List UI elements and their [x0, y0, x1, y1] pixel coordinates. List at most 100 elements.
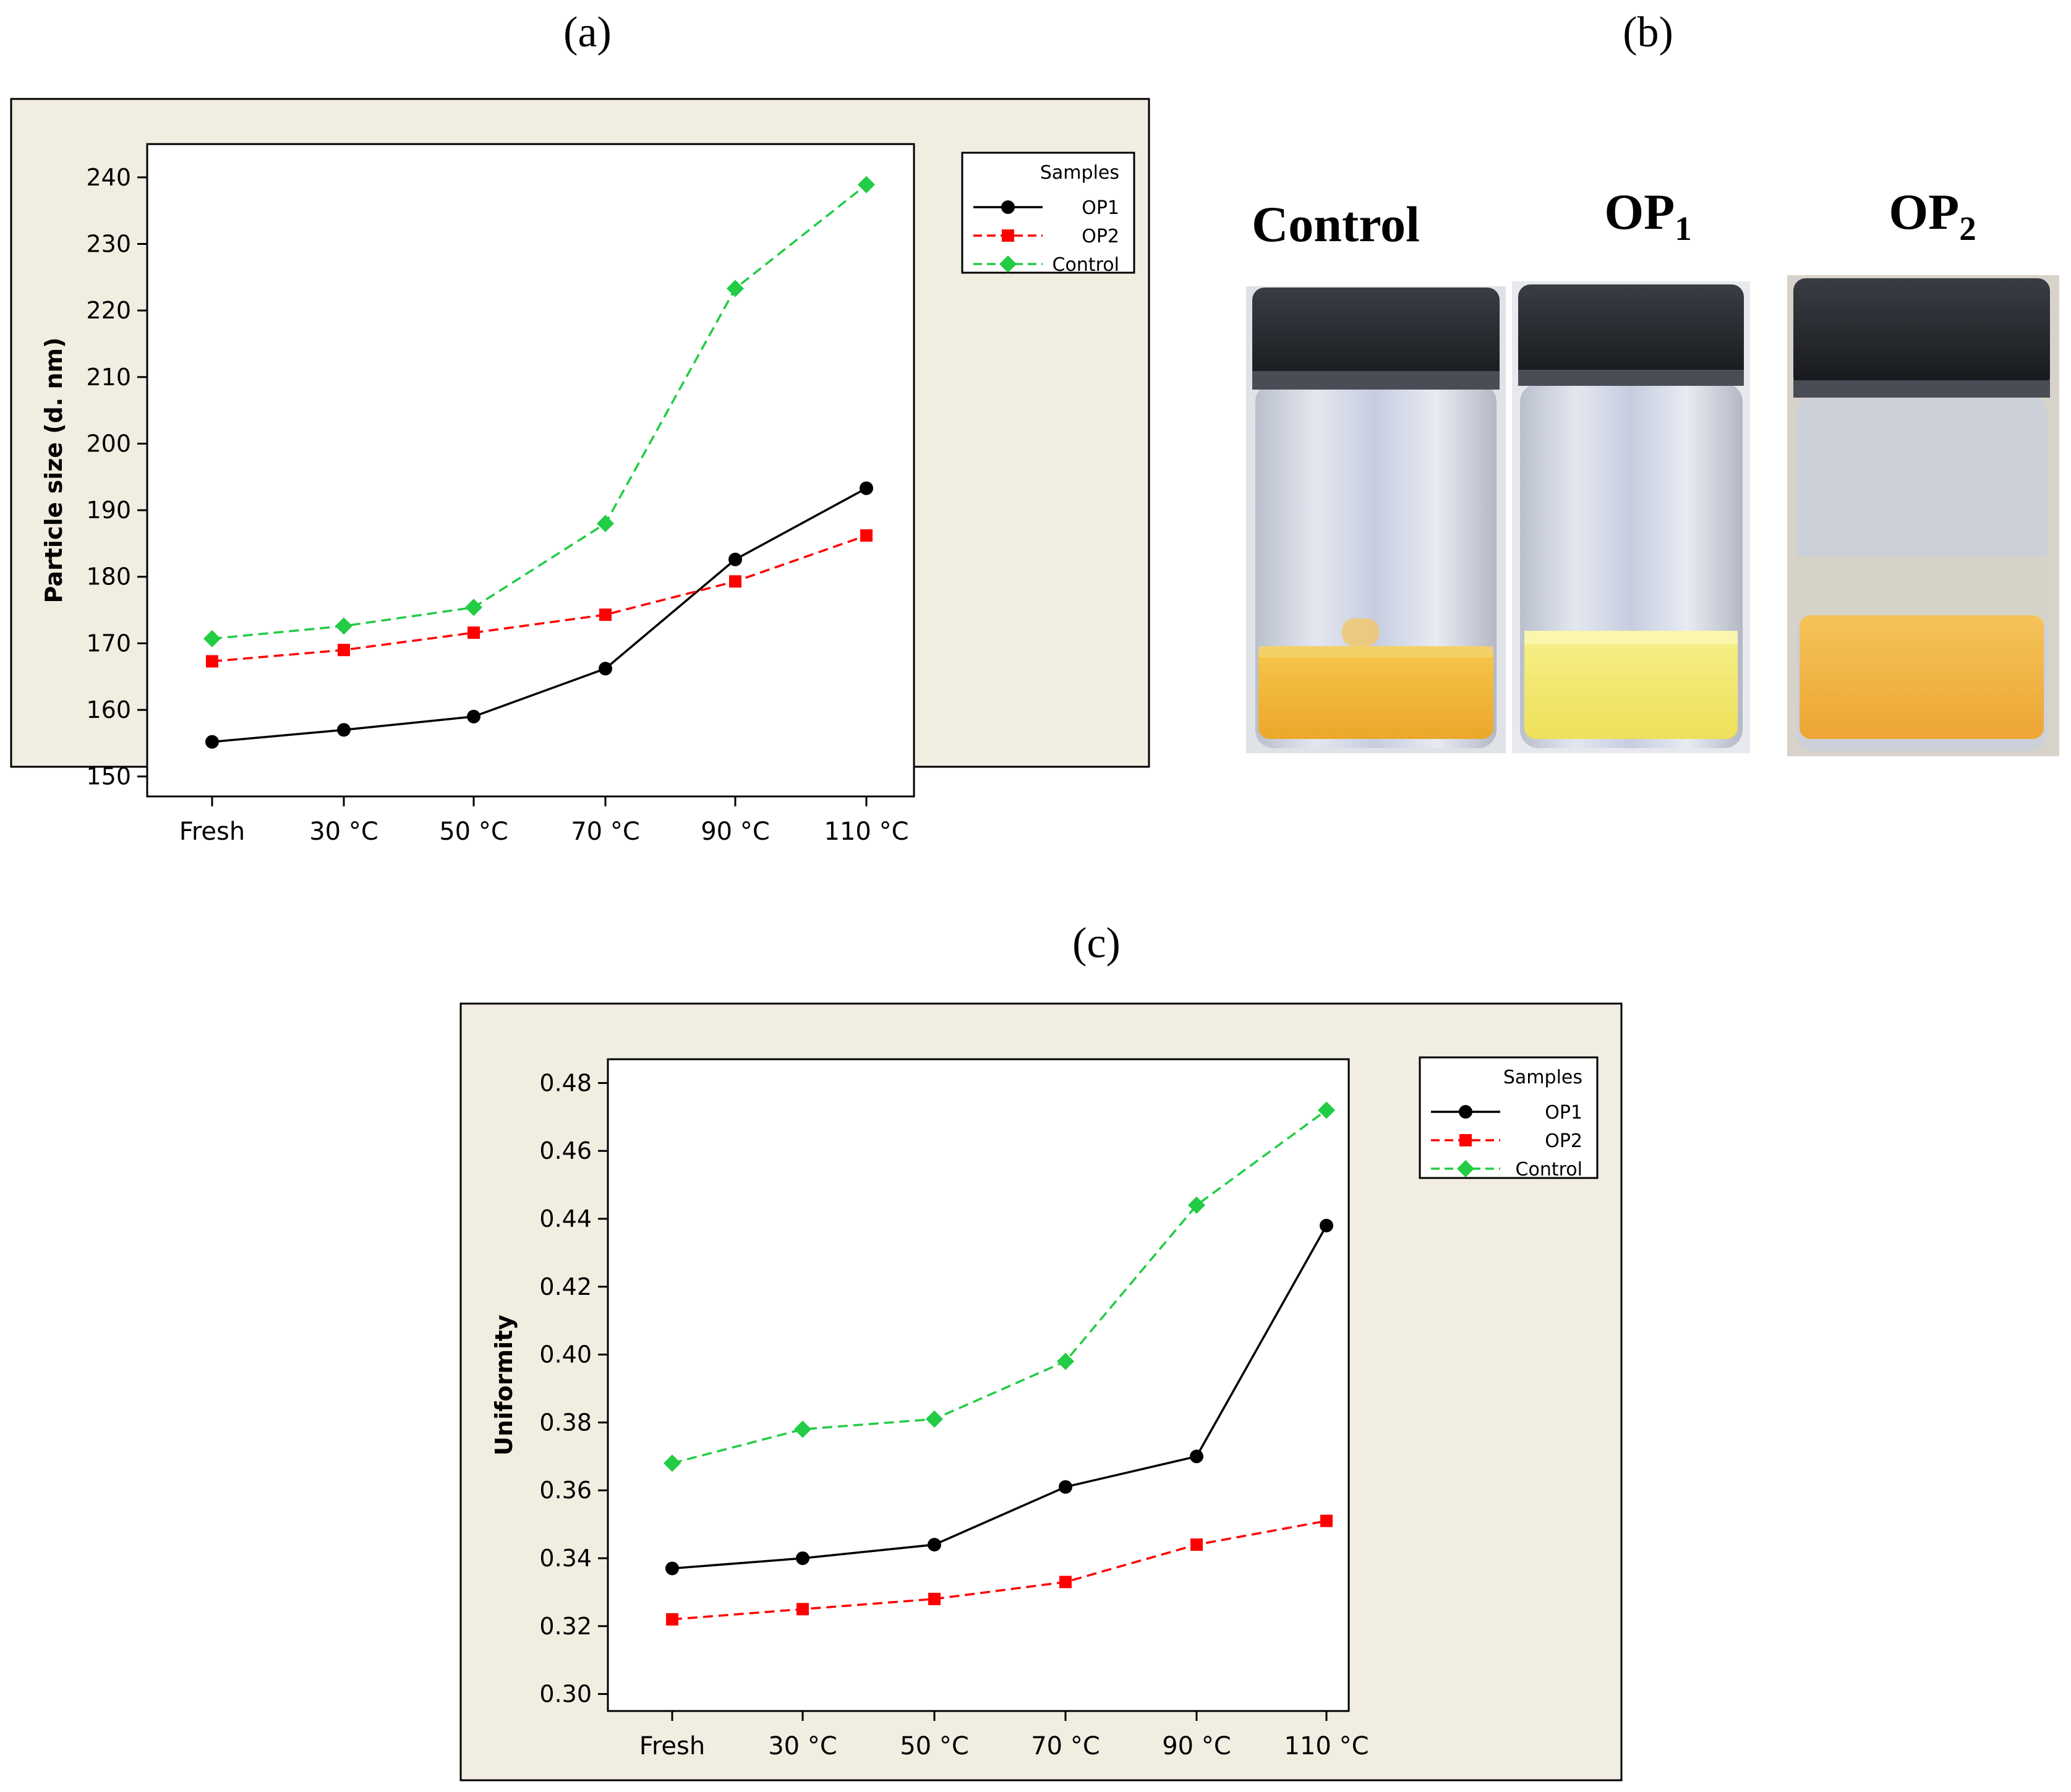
- data-point-control: [926, 1410, 943, 1428]
- y-tick-label: 160: [86, 696, 131, 723]
- panel-label-b: (b): [1623, 9, 1673, 56]
- data-point-op1: [599, 662, 612, 676]
- y-tick-label: 0.32: [539, 1613, 592, 1640]
- data-point-op1: [860, 481, 873, 495]
- vial-label-control: Control: [1252, 196, 1420, 252]
- data-point-op2: [1320, 1514, 1333, 1527]
- data-point-op1: [1059, 1480, 1072, 1494]
- legend-label-control: Control: [1516, 1159, 1582, 1180]
- x-tick-label: Fresh: [639, 1732, 705, 1760]
- x-tick-label: 70 °C: [571, 817, 640, 846]
- vial-label-op2: OP: [1889, 184, 1959, 240]
- legend-label-control: Control: [1053, 254, 1119, 276]
- data-point-op2: [468, 626, 480, 639]
- legend-marker-control: [999, 255, 1017, 273]
- legend-marker-op2: [1459, 1134, 1472, 1146]
- data-point-control: [203, 629, 221, 647]
- series-line-op2: [672, 1519, 1327, 1621]
- data-point-op1: [728, 552, 742, 566]
- y-tick-label: 230: [86, 230, 131, 257]
- svg-text:OP2: OP2: [1889, 184, 1976, 247]
- plot-area: [607, 1058, 1350, 1712]
- x-tick-label: 110 °C: [824, 817, 909, 846]
- data-point-op2: [796, 1603, 809, 1616]
- series-control: [203, 176, 875, 647]
- series-line-op1: [211, 487, 867, 743]
- y-tick-label: 0.48: [539, 1069, 592, 1096]
- series-line-op2: [211, 534, 867, 663]
- y-tick-label: 240: [86, 164, 131, 191]
- legend: Samples OP1 OP2 Control: [961, 151, 1135, 276]
- data-point-control: [597, 514, 614, 532]
- data-point-op2: [206, 655, 218, 668]
- svg-text:OP1: OP1: [1604, 184, 1691, 247]
- y-tick-label: 0.40: [539, 1341, 592, 1368]
- series-op1: [665, 1218, 1333, 1576]
- data-point-control: [858, 176, 875, 194]
- vials-photo: Control OP1 OP2: [1246, 184, 2059, 756]
- data-point-op1: [337, 723, 351, 737]
- data-point-op1: [1190, 1449, 1203, 1464]
- vial-label-op1-subscript: 1: [1675, 210, 1692, 247]
- x-tick-label: 30 °C: [768, 1732, 837, 1760]
- y-tick-label: 220: [86, 297, 131, 324]
- x-tick-label: 90 °C: [1162, 1732, 1231, 1760]
- legend-title: Samples: [1040, 162, 1119, 184]
- y-tick-label: 0.38: [539, 1409, 592, 1436]
- x-tick-label: 50 °C: [439, 817, 508, 846]
- data-point-control: [1057, 1352, 1074, 1370]
- data-point-op2: [729, 575, 741, 588]
- data-point-op1: [205, 735, 219, 749]
- chart-a: 150 160 170 180 190 200 210 220 230 240 Particle s…: [10, 98, 1150, 846]
- data-point-control: [335, 617, 352, 635]
- chart-c: 0.30 0.32 0.34 0.36 0.38 0.40 0.42 0.44 0.46 0.48…: [459, 1002, 1623, 1781]
- x-tick-label: 70 °C: [1031, 1732, 1100, 1760]
- series-op1: [205, 481, 873, 749]
- legend-marker-op2: [1002, 229, 1014, 242]
- y-tick-label: 190: [86, 497, 131, 524]
- legend-label-op1: OP1: [1082, 197, 1119, 219]
- y-tick-label: 200: [86, 430, 131, 457]
- legend-box: [1419, 1056, 1599, 1179]
- x-axis: Fresh 30 °C 50 °C 70 °C 90 °C 110 °C: [639, 1711, 1369, 1760]
- data-point-op1: [467, 709, 480, 723]
- legend-marker-op1: [1459, 1105, 1472, 1119]
- series-control: [664, 1101, 1335, 1472]
- panel-label-a: (a): [563, 9, 612, 56]
- x-tick-label: 50 °C: [900, 1732, 969, 1760]
- data-point-control: [465, 599, 482, 617]
- vial-label-op2-subscript: 2: [1959, 210, 1976, 247]
- data-point-op1: [796, 1551, 809, 1565]
- data-point-control: [727, 279, 744, 297]
- plot-area: [146, 143, 915, 798]
- series-op2: [206, 529, 873, 668]
- legend-marker-op1: [1001, 200, 1015, 214]
- y-axis: 150 160 170 180 190 200 210 220 230 240: [86, 164, 147, 790]
- y-tick-label: 0.36: [539, 1477, 592, 1504]
- data-point-op1: [665, 1561, 679, 1576]
- y-tick-label: 170: [86, 629, 131, 657]
- series-line-op1: [672, 1225, 1328, 1570]
- data-point-control: [664, 1454, 681, 1472]
- legend: Samples OP1 OP2 Control: [1419, 1056, 1599, 1180]
- data-point-op1: [1320, 1218, 1333, 1232]
- series-op2: [666, 1514, 1333, 1626]
- data-point-op2: [1059, 1576, 1072, 1589]
- y-tick-label: 150: [86, 763, 131, 790]
- vial-op2: [1787, 275, 2059, 756]
- data-point-op2: [666, 1613, 678, 1626]
- vial-op1: [1512, 281, 1750, 753]
- vial-label-op1: OP: [1604, 184, 1675, 240]
- data-point-control: [1318, 1101, 1335, 1119]
- y-axis: 0.30 0.32 0.34 0.36 0.38 0.40 0.42 0.44 0.46 0.48: [539, 1069, 608, 1708]
- y-axis-label: Particle size (d. nm): [40, 338, 67, 604]
- vial-control: [1246, 286, 1506, 753]
- x-tick-label: Fresh: [179, 817, 245, 846]
- data-point-op1: [928, 1538, 941, 1552]
- legend-label-op2: OP2: [1545, 1130, 1582, 1152]
- y-tick-label: 180: [86, 563, 131, 591]
- data-point-op2: [860, 529, 873, 542]
- panel-label-c: (c): [1072, 919, 1121, 967]
- legend-box: [961, 151, 1135, 274]
